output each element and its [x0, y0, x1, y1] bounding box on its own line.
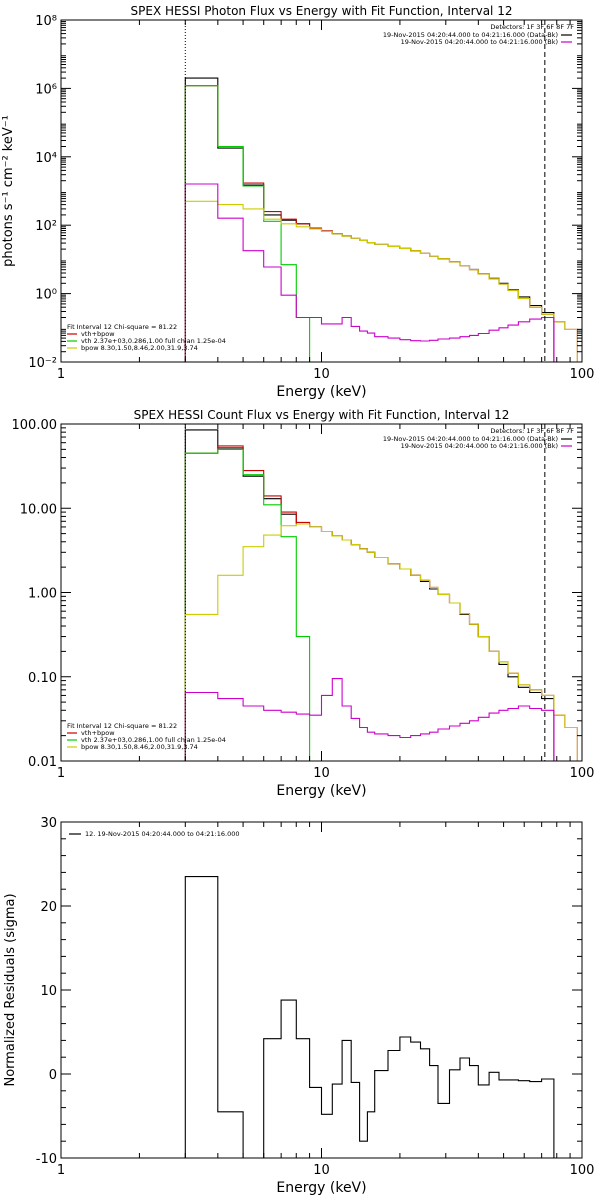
x-axis-label: Energy (keV) [276, 384, 366, 400]
detectors-label: Detectors: 1F 3F 6F 8F 7F [490, 427, 574, 435]
legend-entry-text: 19-Nov-2015 04:20:44.000 to 04:21:16.000… [401, 442, 558, 450]
x-tick-label: 100 [570, 1163, 595, 1178]
legend-entry-text: 19-Nov-2015 04:20:44.000 to 04:21:16.000… [383, 31, 558, 39]
series-line-vth [184, 85, 352, 362]
y-tick-label: 10 [40, 984, 57, 999]
x-tick-label: 10 [313, 1163, 330, 1178]
y-tick-label: -10 [36, 1152, 57, 1167]
count-flux-panel: SPEX HESSI Count Flux vs Energy with Fit… [12, 408, 595, 799]
x-axis-label: Energy (keV) [276, 783, 366, 799]
x-tick-label: 1 [57, 766, 65, 781]
fit-legend-text: vth+bpow [81, 729, 115, 737]
y-tick-label: 10⁶ [35, 82, 57, 97]
photon-flux-panel: SPEX HESSI Photon Flux vs Energy with Fi… [1, 4, 594, 400]
y-tick-label: 10⁸ [35, 14, 57, 29]
y-tick-label: 10⁰ [35, 288, 57, 303]
x-tick-label: 100 [570, 367, 595, 382]
fit-legend-text: bpow 8.30,1.50,8.46,2.00,31.9,3.74 [81, 743, 198, 751]
series-line-sum [184, 85, 578, 362]
series-line-sum [184, 445, 578, 761]
fit-legend-text: bpow 8.30,1.50,8.46,2.00,31.9,3.74 [81, 344, 198, 352]
plot-frame [60, 19, 583, 363]
residual-legend-text: 12. 19-Nov-2015 04:20:44.000 to 04:21:16… [85, 830, 239, 838]
x-tick-label: 10 [313, 766, 330, 781]
chart-title: SPEX HESSI Count Flux vs Energy with Fit… [134, 408, 510, 422]
residuals-panel: 1 10 100 Energy (keV) -10 0 10 20 30 Normalized R… [3, 816, 594, 1196]
y-tick-label: 0.01 [28, 755, 57, 770]
y-tick-label: 10⁻² [28, 356, 57, 371]
y-tick-label: 10.00 [20, 502, 57, 517]
y-tick-label: 10² [35, 219, 57, 234]
series-line-bpow [184, 200, 578, 362]
series-line-vth [184, 448, 352, 761]
series-line-background [184, 678, 555, 761]
series-line-bpow [184, 523, 578, 761]
fit-legend-text: vth 2.37e+03,0.286,1.00 full chian 1.25e… [81, 736, 226, 744]
x-axis-label: Energy (keV) [276, 1180, 366, 1196]
series-line-background [184, 183, 555, 362]
detectors-label: Detectors: 1F 3F 6F 8F 7F [490, 23, 574, 31]
x-tick-label: 1 [57, 367, 65, 382]
y-tick-label: 0.10 [28, 671, 57, 686]
y-tick-label: 0 [49, 1068, 57, 1083]
x-tick-label: 10 [313, 367, 330, 382]
y-tick-label: 1.00 [28, 587, 57, 602]
y-tick-label: 10⁴ [35, 151, 57, 166]
legend-entry-text: 19-Nov-2015 04:20:44.000 to 04:21:16.000… [383, 435, 558, 443]
y-tick-label: 100.00 [12, 418, 58, 433]
y-axis-label: Normalized Residuals (sigma) [3, 893, 18, 1086]
x-tick-label: 100 [570, 766, 595, 781]
fit-legend-text: vth+bpow [81, 330, 115, 338]
y-tick-label: 20 [40, 900, 57, 915]
x-tick-label: 1 [57, 1163, 65, 1178]
fit-legend-text: Fit Interval 12 Chi-square = 81.22 [67, 722, 177, 730]
fit-legend-text: Fit Interval 12 Chi-square = 81.22 [67, 323, 177, 331]
series-group [184, 77, 578, 362]
y-axis-label: photons s⁻¹ cm⁻² keV⁻¹ [1, 115, 16, 267]
chart-title: SPEX HESSI Photon Flux vs Energy with Fi… [131, 4, 513, 18]
series-group [184, 876, 555, 1158]
series-line-total [184, 876, 555, 1158]
series-group [184, 429, 578, 761]
legend-entry-text: 19-Nov-2015 04:20:44.000 to 04:21:16.000… [401, 38, 558, 46]
series-line-total [184, 77, 555, 362]
y-tick-label: 30 [40, 816, 57, 831]
fit-legend-text: vth 2.37e+03,0.286,1.00 full chian 1.25e… [81, 337, 226, 345]
